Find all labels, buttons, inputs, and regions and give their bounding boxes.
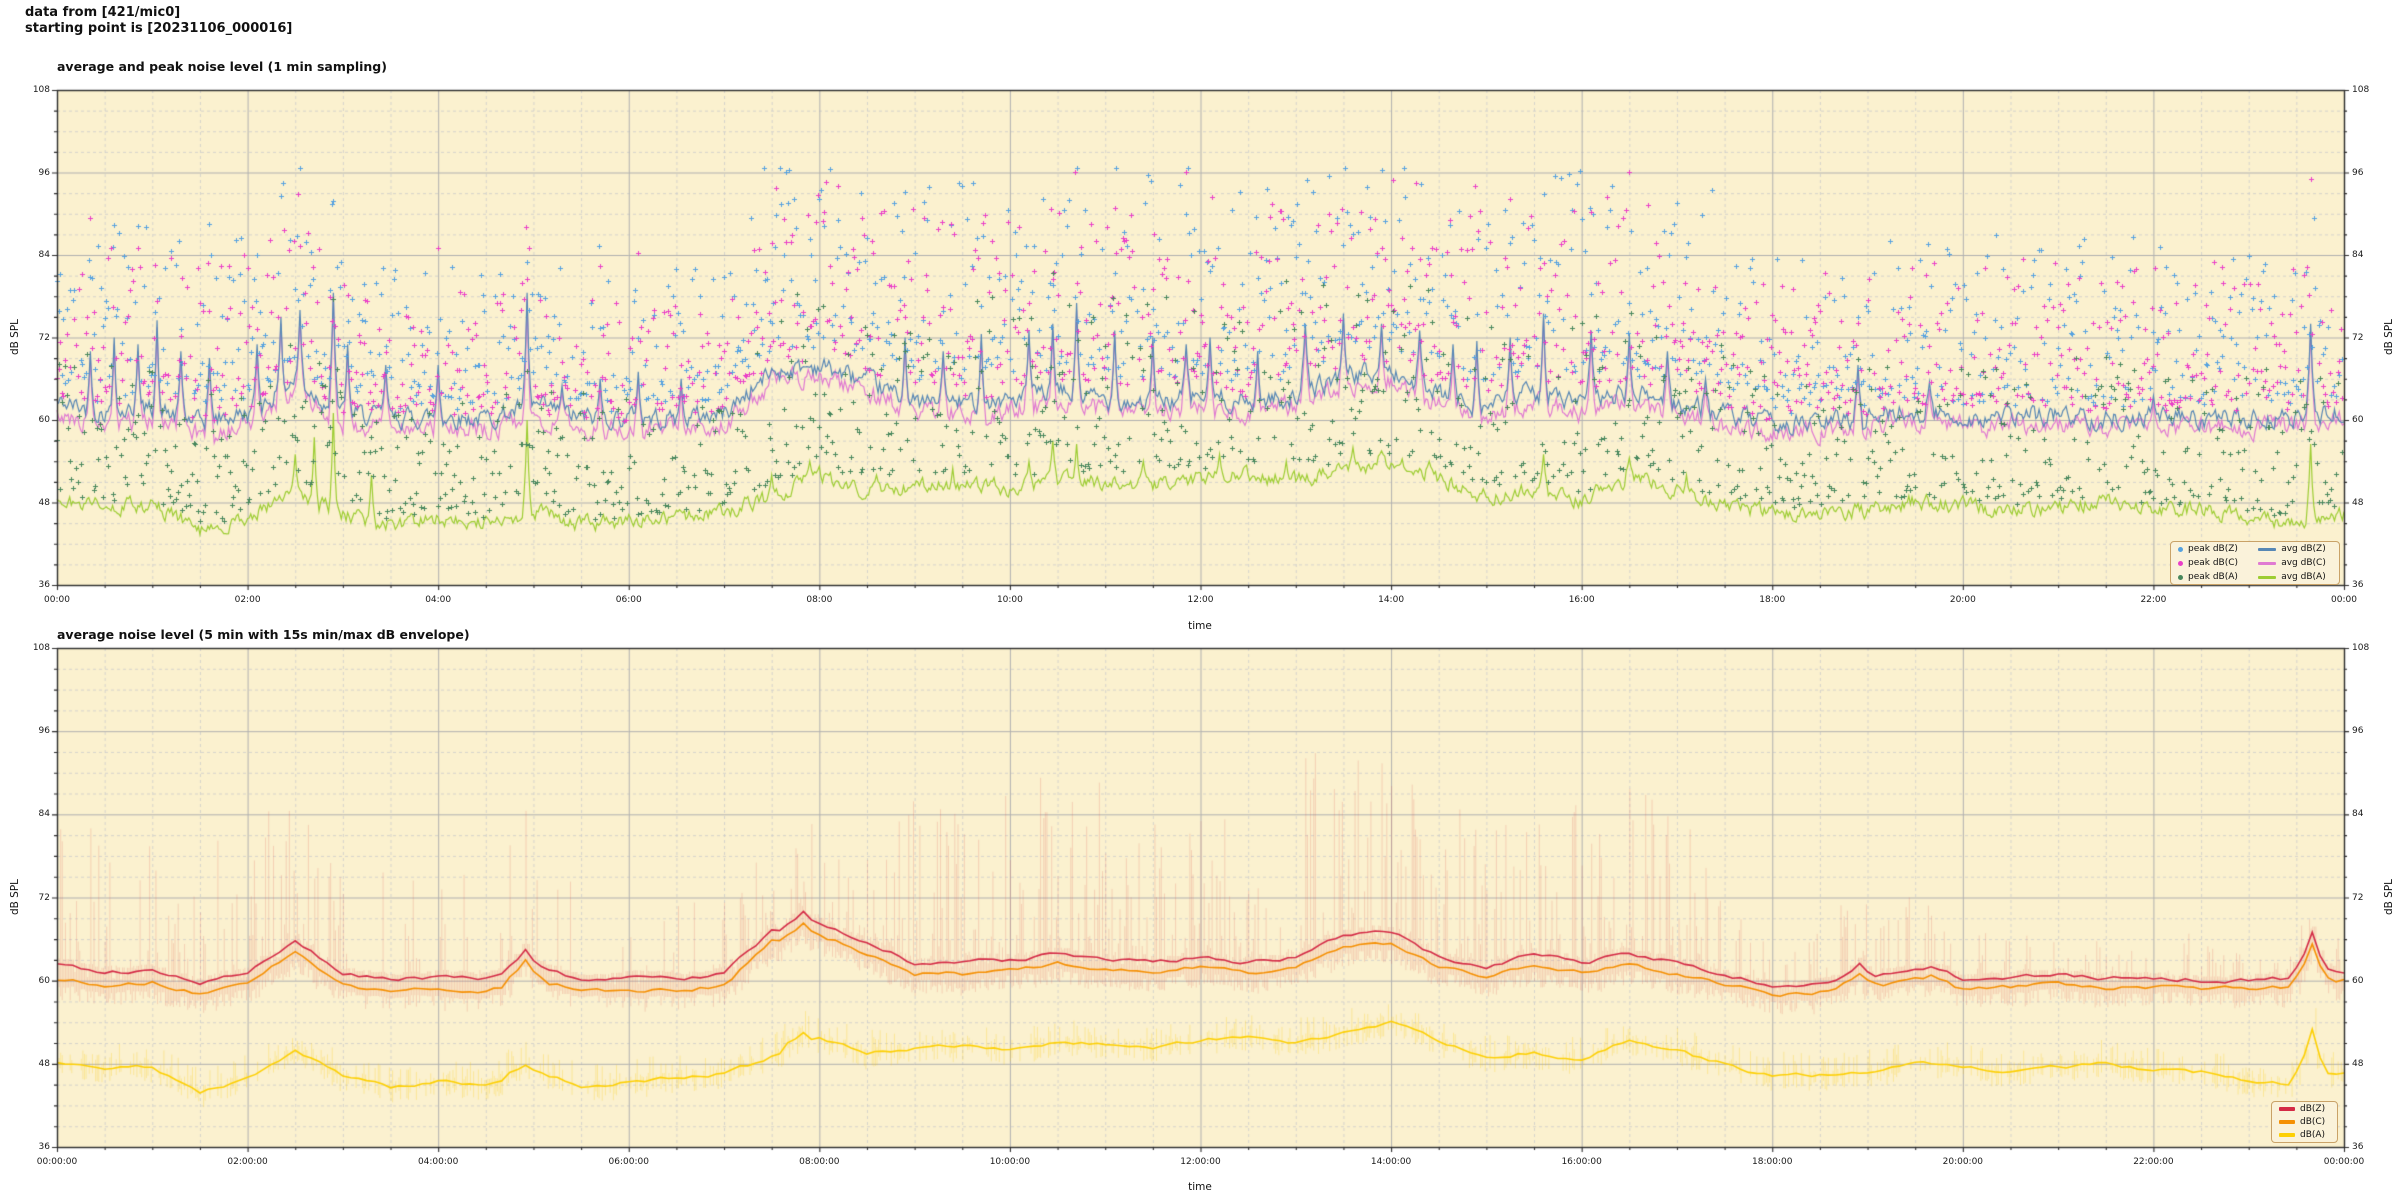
bottom-chart-xlabel: time: [1188, 1181, 1212, 1193]
y-tick-label-right: 96: [2352, 167, 2364, 178]
legend-item-peak-dbc: peak dB(C): [2178, 557, 2244, 570]
x-tick-label: 00:00:00: [2323, 1157, 2365, 1167]
y-tick-label-left: 60: [38, 975, 50, 986]
bottom-chart-ylabel-right: dB SPL: [2383, 878, 2395, 916]
y-tick-label-left: 108: [32, 643, 50, 653]
bottom-chart-ylabel-left: dB SPL: [9, 878, 21, 916]
y-tick-label-left: 36: [38, 580, 50, 590]
y-tick-label-right: 60: [2352, 415, 2364, 425]
x-tick-label: 22:00: [2140, 595, 2167, 605]
legend-item-avg-dba: avg dB(A): [2258, 571, 2332, 584]
legend-label: avg dB(A): [2281, 572, 2326, 582]
x-tick-label: 20:00: [1949, 595, 1976, 605]
y-tick-label-right: 48: [2352, 1058, 2364, 1069]
x-tick-label: 02:00:00: [227, 1157, 268, 1167]
y-tick-label-left: 84: [38, 809, 50, 820]
legend-label: peak dB(C): [2188, 558, 2239, 568]
legend-item-dba: dB(A): [2279, 1129, 2330, 1141]
x-tick-label: 16:00:00: [1561, 1157, 1602, 1167]
x-tick-label: 02:00: [234, 595, 261, 605]
legend-item-avg-dbc: avg dB(C): [2258, 557, 2332, 570]
legend-label: avg dB(Z): [2281, 544, 2326, 554]
x-tick-label: 00:00: [2331, 595, 2357, 605]
legend-item-peak-dbz: peak dB(Z): [2178, 543, 2244, 556]
legend-label: dB(Z): [2300, 1104, 2326, 1114]
y-tick-label-left: 84: [38, 250, 50, 260]
y-tick-label-left: 48: [38, 1058, 50, 1069]
y-tick-label-right: 60: [2352, 975, 2364, 986]
x-tick-label: 18:00:00: [1752, 1157, 1793, 1167]
x-tick-label: 08:00: [806, 595, 833, 605]
legend-item-avg-dbz: avg dB(Z): [2258, 543, 2332, 556]
y-tick-label-right: 96: [2352, 726, 2364, 737]
top-chart-legend: peak dB(Z) peak dB(C) peak dB(A) avg dB(…: [2170, 541, 2340, 585]
x-tick-label: 20:00:00: [1942, 1157, 1984, 1167]
x-tick-label: 08:00:00: [799, 1157, 840, 1167]
y-tick-label-left: 36: [38, 1142, 50, 1152]
top-chart-xlabel: time: [1188, 620, 1212, 632]
x-tick-label: 10:00: [996, 595, 1023, 605]
y-tick-label-left: 48: [38, 497, 50, 508]
x-tick-label: 04:00:00: [417, 1157, 459, 1167]
dbc-line-icon: [2279, 1120, 2295, 1124]
x-tick-label: 14:00:00: [1370, 1157, 1412, 1167]
y-tick-label-right: 108: [2352, 643, 2370, 653]
y-tick-label-right: 48: [2352, 497, 2364, 508]
y-tick-label-right: 36: [2352, 580, 2364, 590]
legend-label: dB(A): [2300, 1130, 2326, 1140]
header-data-source: data from [421/mic0]: [25, 5, 181, 20]
peak-dbc-marker-icon: [2178, 560, 2183, 566]
x-tick-label: 00:00: [44, 595, 70, 605]
y-tick-label-left: 60: [38, 415, 50, 425]
y-tick-label-left: 72: [38, 332, 50, 343]
legend-label: avg dB(C): [2281, 558, 2326, 568]
legend-label: peak dB(A): [2188, 572, 2238, 582]
y-tick-label-right: 84: [2352, 250, 2364, 260]
x-tick-label: 06:00:00: [608, 1157, 649, 1167]
legend-label: dB(C): [2300, 1117, 2326, 1127]
top-chart-ylabel-right: dB SPL: [2383, 318, 2395, 356]
avg-dba-line-icon: [2258, 575, 2277, 579]
x-tick-label: 18:00: [1759, 595, 1786, 605]
dbz-line-icon: [2279, 1107, 2295, 1111]
legend-item-peak-dba: peak dB(A): [2178, 571, 2244, 584]
x-tick-label: 12:00: [1187, 595, 1214, 605]
peak-dba-marker-icon: [2178, 574, 2183, 580]
x-tick-label: 10:00:00: [989, 1157, 1031, 1167]
avg-dbz-line-icon: [2258, 547, 2277, 551]
y-tick-label-right: 72: [2352, 892, 2364, 903]
x-tick-label: 16:00: [1568, 595, 1595, 605]
y-tick-label-left: 108: [32, 85, 50, 95]
y-tick-label-left: 96: [38, 726, 50, 737]
y-tick-label-left: 96: [38, 167, 50, 178]
top-chart-ylabel-left: dB SPL: [9, 318, 21, 356]
y-tick-label-right: 84: [2352, 809, 2364, 820]
x-tick-label: 12:00:00: [1180, 1157, 1221, 1167]
top-chart-title: average and peak noise level (1 min samp…: [57, 59, 387, 74]
bottom-chart-legend: dB(Z) dB(C) dB(A): [2271, 1101, 2338, 1143]
avg-dbc-line-icon: [2258, 561, 2277, 565]
header-starting-point: starting point is [20231106_000016]: [25, 21, 293, 36]
y-tick-label-right: 36: [2352, 1142, 2364, 1152]
x-tick-label: 22:00:00: [2133, 1157, 2174, 1167]
x-tick-label: 14:00: [1378, 595, 1405, 605]
x-tick-label: 00:00:00: [36, 1157, 78, 1167]
y-tick-label-right: 72: [2352, 332, 2364, 343]
dba-line-icon: [2279, 1133, 2295, 1137]
legend-item-dbc: dB(C): [2279, 1116, 2330, 1128]
legend-label: peak dB(Z): [2188, 544, 2238, 554]
x-tick-label: 06:00: [615, 595, 642, 605]
x-tick-label: 04:00: [425, 595, 452, 605]
y-tick-label-right: 108: [2352, 85, 2370, 95]
bottom-chart-title: average noise level (5 min with 15s min/…: [57, 627, 470, 642]
peak-dbz-marker-icon: [2178, 546, 2183, 552]
legend-item-dbz: dB(Z): [2279, 1103, 2330, 1115]
y-tick-label-left: 72: [38, 892, 50, 903]
